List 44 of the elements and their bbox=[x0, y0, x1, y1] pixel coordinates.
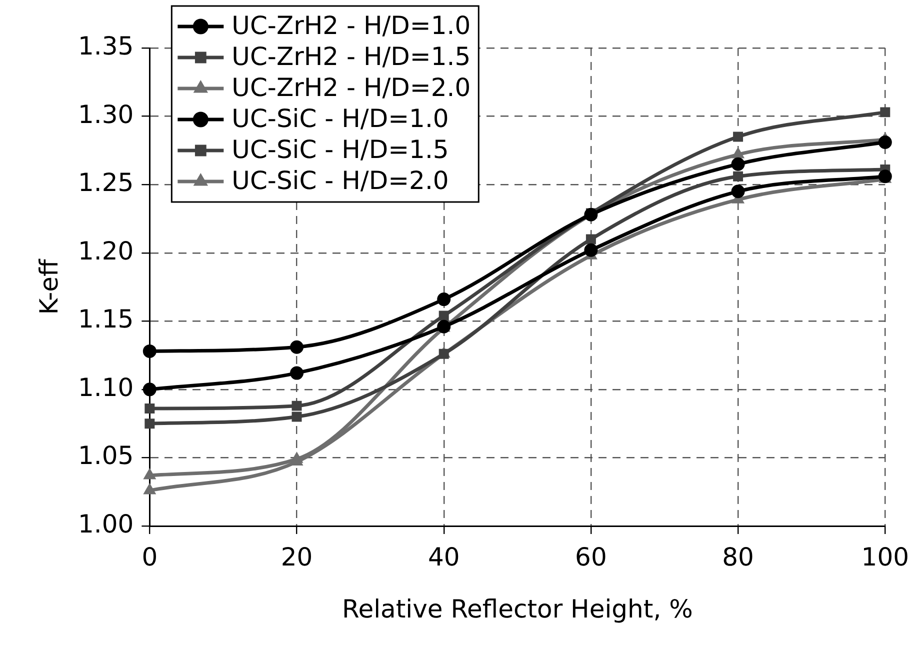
point bbox=[586, 234, 596, 244]
legend-label: UC-SiC - H/D=1.5 bbox=[232, 135, 449, 164]
point bbox=[144, 468, 156, 480]
y-tick-label: 1.25 bbox=[78, 168, 134, 198]
point bbox=[438, 348, 449, 359]
x-tick-label: 20 bbox=[280, 542, 313, 572]
point bbox=[144, 404, 155, 414]
point bbox=[290, 340, 304, 354]
y-axis-title: K-eff bbox=[34, 258, 64, 315]
x-tick-label: 40 bbox=[428, 542, 460, 572]
y-tick-label: 1.15 bbox=[78, 304, 134, 334]
point bbox=[437, 292, 451, 306]
x-axis-title: Relative Reflector Height, % bbox=[342, 594, 693, 624]
legend-label: UC-SiC - H/D=1.0 bbox=[232, 104, 449, 133]
point bbox=[733, 132, 744, 142]
point bbox=[878, 135, 892, 149]
y-tick-label: 1.00 bbox=[78, 510, 134, 538]
point bbox=[290, 366, 304, 380]
y-tick-label: 1.35 bbox=[78, 32, 134, 60]
legend-label: UC-ZrH2 - H/D=1.0 bbox=[232, 11, 471, 40]
x-tick-label: 60 bbox=[575, 542, 607, 572]
y-tick-label: 1.20 bbox=[78, 236, 134, 266]
point bbox=[731, 184, 745, 198]
point bbox=[880, 107, 890, 118]
point bbox=[584, 243, 598, 257]
point bbox=[731, 157, 745, 171]
point bbox=[733, 171, 744, 182]
y-tick-label: 1.10 bbox=[78, 372, 134, 402]
point bbox=[584, 208, 598, 222]
point bbox=[144, 418, 155, 429]
y-tick-label: 1.05 bbox=[78, 441, 134, 470]
legend-label: UC-SiC - H/D=2.0 bbox=[232, 166, 449, 195]
point bbox=[292, 412, 302, 422]
point bbox=[292, 400, 302, 411]
point bbox=[142, 344, 156, 358]
x-tick-label: 0 bbox=[142, 542, 158, 572]
point bbox=[438, 310, 449, 321]
legend-label: UC-ZrH2 - H/D=1.5 bbox=[232, 42, 471, 71]
x-tick-label: 80 bbox=[722, 542, 754, 572]
point bbox=[142, 382, 156, 396]
legend-label: UC-ZrH2 - H/D=2.0 bbox=[232, 73, 471, 102]
y-tick-label: 1.30 bbox=[78, 100, 134, 129]
x-tick-label: 100 bbox=[861, 542, 909, 572]
point bbox=[144, 484, 156, 494]
